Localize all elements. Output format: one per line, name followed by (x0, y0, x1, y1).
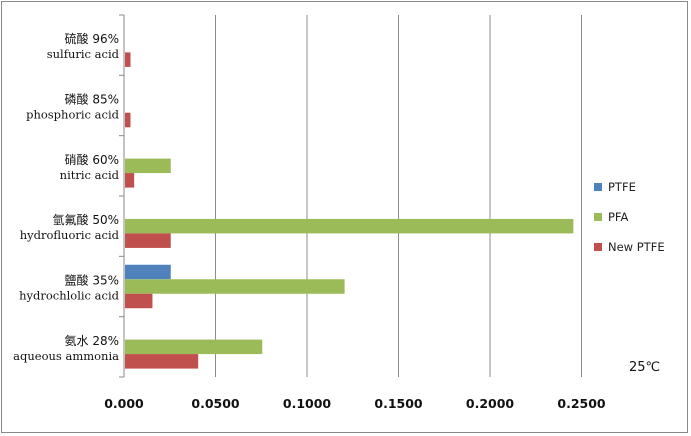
category-separators (119, 14, 124, 378)
category-label: 硝酸 60% (65, 152, 120, 167)
category-sublabel: phosphoric acid (26, 108, 120, 122)
x-tick-label: 0.1500 (374, 396, 423, 411)
bar-new-ptfe (125, 293, 153, 309)
bar-new-ptfe (125, 354, 199, 369)
plot-area (119, 14, 673, 378)
legend-label: PTFE (608, 180, 636, 194)
category-sublabel: aqueous ammonia (13, 349, 119, 363)
legend-swatch (594, 243, 602, 251)
x-tick-label: 0.0500 (191, 396, 240, 411)
category-sublabel: hydrochlolic acid (19, 289, 120, 303)
bar-pfa (125, 279, 345, 294)
x-tick-label: 0.1000 (283, 396, 332, 411)
x-tick-labels: 0.000 0.0500 0.1000 0.1500 0.2000 0.2500 (104, 396, 606, 411)
category-labels: 硫酸 96%sulfuric acid 磷酸 85%phosphoric acid… (13, 31, 119, 363)
legend-label: New PTFE (608, 240, 665, 254)
legend-label: PFA (608, 210, 628, 224)
bar-pfa (125, 339, 263, 355)
bar-ptfe (125, 264, 171, 280)
bar-new-ptfe (125, 52, 131, 67)
bar-new-ptfe (125, 233, 171, 248)
category-label: 磷酸 85% (65, 92, 120, 107)
category-label: 鹽酸 35% (65, 273, 120, 288)
legend: PTFE PFA New PTFE (594, 180, 665, 254)
legend-swatch (594, 183, 602, 191)
x-tick-label: 0.2500 (557, 396, 606, 411)
bar-new-ptfe (125, 173, 135, 188)
category-sublabel: hydrofluoric acid (20, 228, 120, 242)
category-label: 氨水 28% (65, 334, 120, 348)
grid-lines (215, 15, 582, 377)
legend-swatch (594, 213, 602, 221)
bar-new-ptfe (125, 112, 131, 128)
category-label: 硫酸 96% (65, 31, 120, 46)
bars (125, 52, 574, 369)
category-sublabel: sulfuric acid (47, 47, 120, 61)
bar-pfa (125, 218, 574, 234)
x-tick-label: 0.2000 (466, 396, 515, 411)
category-sublabel: nitric acid (60, 168, 120, 182)
x-tick-label: 0.000 (104, 396, 144, 411)
category-label: 氫氟酸 50% (53, 212, 120, 227)
temperature-annotation: 25℃ (629, 360, 660, 375)
bar-pfa (125, 158, 171, 174)
